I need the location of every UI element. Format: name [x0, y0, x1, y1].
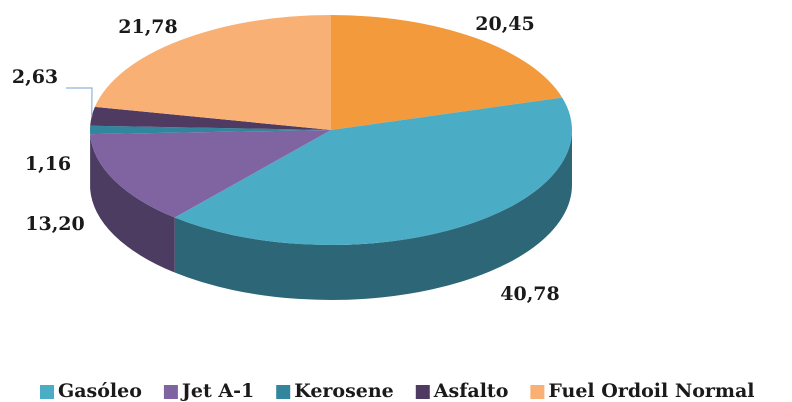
data-label: 13,20 [25, 213, 85, 235]
pie-slice [94, 15, 331, 130]
legend-swatch [40, 385, 54, 399]
pie-slice [90, 125, 331, 135]
legend-label: Kerosene [294, 380, 394, 402]
data-label: 1,16 [25, 153, 71, 175]
leader-line [66, 87, 93, 117]
legend-swatch [415, 385, 430, 399]
data-label: 2,63 [12, 66, 58, 88]
legend-swatch [276, 385, 291, 399]
pie-slice [331, 15, 563, 130]
pie-slice [90, 106, 331, 130]
pie-side [174, 130, 572, 300]
legend-label: Gasóleo [58, 380, 142, 402]
pie-slice [90, 130, 331, 218]
legend-swatch [163, 385, 178, 399]
pie-side [90, 134, 175, 273]
legend-label: Jet A-1 [180, 380, 254, 402]
data-label: 20,45 [475, 13, 535, 35]
data-label: 40,78 [500, 283, 560, 305]
legend-swatch [530, 385, 545, 399]
legend-label: Fuel Ordoil Normal [548, 380, 754, 402]
data-label: 21,78 [118, 16, 178, 38]
pie-slice [174, 97, 572, 245]
legend-label: Asfalto [433, 380, 509, 402]
